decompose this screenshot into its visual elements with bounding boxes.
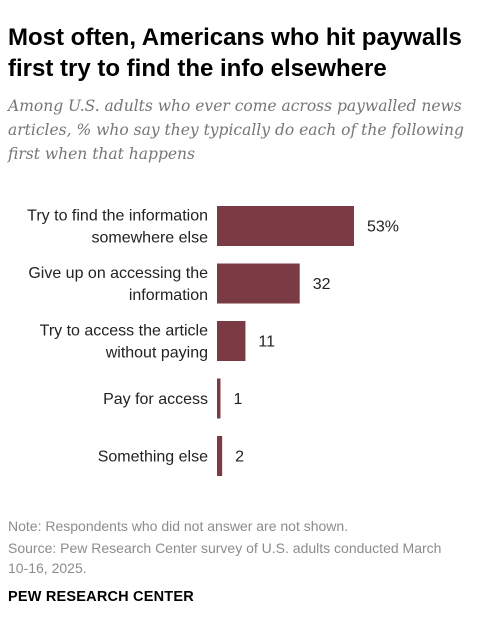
bar-1 (217, 263, 300, 304)
chart-title: Most often, Americans who hit paywalls f… (8, 24, 462, 82)
category-label-0: Try to find the information somewhere els… (27, 208, 208, 247)
category-label-2: Try to access the article without paying (40, 323, 208, 362)
value-label-3: 1 (234, 391, 243, 408)
category-label-4: Something else (98, 449, 208, 466)
value-label-4: 2 (235, 449, 244, 466)
bar-2 (217, 321, 246, 361)
bar-4 (217, 436, 223, 476)
brand-logo-text: PEW RESEARCH CENTER (8, 589, 194, 605)
chart-note: Note: Respondents who did not answer are… (8, 518, 349, 534)
bar-chart: Try to find the information somewhere els… (27, 206, 399, 476)
chart-source: Source: Pew Research Center survey of U.… (8, 540, 442, 576)
value-label-2: 11 (258, 334, 275, 351)
value-label-0: 53% (367, 219, 399, 236)
value-label-1: 32 (313, 276, 331, 293)
category-label-3: Pay for access (103, 391, 208, 408)
bar-0 (217, 206, 354, 246)
bar-3 (217, 378, 221, 419)
chart-subtitle: Among U.S. adults who ever come across p… (8, 97, 464, 163)
category-label-1: Give up on accessing the information (28, 265, 208, 304)
